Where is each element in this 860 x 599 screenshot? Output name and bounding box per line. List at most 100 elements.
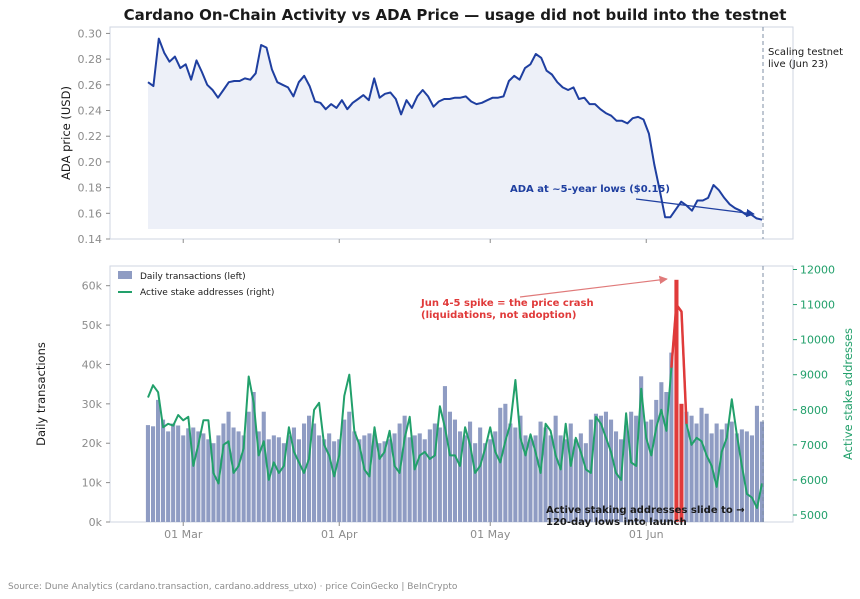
- transactions-bar: [684, 411, 689, 522]
- stake-y-tick-label: 11000: [800, 299, 835, 312]
- transactions-y-ticks: 60k 50k 40k 30k 20k 10k 0k: [82, 280, 110, 529]
- transactions-bar: [166, 431, 171, 522]
- transactions-bar: [739, 429, 744, 522]
- transactions-bar: [221, 423, 226, 522]
- transactions-bar: [176, 425, 181, 522]
- stake-y-tick-label: 10000: [800, 334, 835, 347]
- date-x-tick-label: 01 Mar: [164, 528, 203, 541]
- price-low-arrow: [635, 198, 755, 218]
- transactions-bar: [533, 435, 538, 522]
- transactions-y-tick-label: 60k: [82, 280, 103, 293]
- transactions-bar: [246, 411, 251, 522]
- transactions-bar: [191, 427, 196, 522]
- transactions-bar: [609, 419, 614, 522]
- transactions-bar: [347, 411, 352, 522]
- legend-label-line: Active stake addresses (right): [140, 288, 274, 298]
- transactions-bar: [473, 443, 478, 522]
- transactions-bar: [694, 423, 699, 522]
- transactions-bar: [342, 419, 347, 522]
- transactions-bar: [603, 411, 608, 522]
- transactions-bar: [151, 426, 156, 522]
- transactions-bar: [447, 411, 452, 522]
- transactions-bar: [478, 427, 483, 522]
- legend-swatch-bars: [118, 271, 132, 279]
- transactions-bar: [629, 411, 634, 522]
- price-y-tick-label: 0.28: [78, 53, 103, 66]
- testnet-note-line2: live (Jun 23): [768, 59, 828, 70]
- transactions-bar: [614, 431, 619, 522]
- activity-panel: 60k 50k 40k 30k 20k 10k 0k 12000 11000 10000 9000…: [34, 264, 855, 541]
- transactions-bar: [437, 427, 442, 522]
- transactions-bar: [744, 431, 749, 522]
- transactions-bar: [367, 433, 372, 522]
- transactions-bar: [201, 433, 206, 522]
- price-low-annotation: ADA at ~5-year lows ($0.15): [510, 184, 670, 195]
- transactions-bar: [362, 435, 367, 522]
- transactions-y-axis-label: Daily transactions: [34, 342, 48, 446]
- stake-y-tick-label: 6000: [800, 474, 828, 487]
- transactions-bar: [654, 399, 659, 522]
- transactions-bar: [231, 427, 236, 522]
- transactions-bar: [458, 431, 463, 522]
- transactions-bar: [171, 423, 176, 522]
- transactions-bar: [689, 415, 694, 522]
- date-x-tick-label: 01 Jun: [629, 528, 664, 541]
- transactions-bar: [624, 425, 629, 522]
- stake-series-highlight: [670, 303, 688, 424]
- transactions-bar: [523, 435, 528, 522]
- stake-y-ticks: 12000 11000 10000 9000 8000 7000 6000 5000: [793, 264, 835, 522]
- transactions-bar: [553, 415, 558, 522]
- stake-series-line: [147, 303, 763, 509]
- transactions-bar: [714, 423, 719, 522]
- transactions-bar: [312, 423, 317, 522]
- transactions-bar: [251, 392, 256, 522]
- transactions-bar: [407, 437, 412, 522]
- spike-annotation-line2: (liquidations, not adoption): [421, 310, 576, 321]
- transactions-bar: [276, 437, 281, 522]
- transactions-bar: [161, 419, 166, 522]
- transactions-bar: [649, 419, 654, 522]
- source-note: Source: Dune Analytics (cardano.transact…: [8, 582, 458, 592]
- transactions-bar: [639, 376, 644, 522]
- transactions-bar: [432, 423, 437, 522]
- legend-label-bars: Daily transactions (left): [140, 272, 246, 282]
- transactions-bar: [709, 433, 714, 522]
- transactions-bar: [317, 435, 322, 522]
- transactions-bar: [488, 439, 493, 522]
- transactions-bar: [377, 443, 382, 522]
- transactions-bar: [644, 421, 649, 522]
- transactions-bar: [754, 405, 759, 522]
- transactions-bar: [286, 435, 291, 522]
- spike-annotation-line1: Jun 4-5 spike = the price crash: [420, 298, 594, 309]
- transactions-bar: [563, 439, 568, 522]
- price-x-tick-marks: [182, 239, 647, 243]
- transactions-bar: [352, 431, 357, 522]
- chart-title: Cardano On-Chain Activity vs ADA Price —…: [124, 6, 787, 24]
- price-series-line: [147, 37, 763, 221]
- transactions-bar: [598, 415, 603, 522]
- date-x-ticks: 01 Mar 01 Apr 01 May 01 Jun: [164, 522, 664, 541]
- transactions-bar: [583, 443, 588, 522]
- date-x-tick-label: 01 Apr: [321, 528, 358, 541]
- transactions-bar: [442, 386, 447, 522]
- price-y-tick-label: 0.16: [78, 207, 103, 220]
- transactions-bar: [337, 439, 342, 522]
- transactions-y-tick-label: 0k: [89, 516, 103, 529]
- transactions-bar: [186, 428, 191, 522]
- transactions-bar: [291, 427, 296, 522]
- transactions-bar-highlight: [679, 403, 684, 522]
- transactions-bar: [724, 423, 729, 522]
- transactions-bars: [145, 279, 764, 522]
- transactions-bar: [196, 431, 201, 522]
- transactions-y-tick-label: 40k: [82, 358, 103, 371]
- transactions-bar: [463, 435, 468, 522]
- transactions-bar-highlight: [674, 279, 679, 522]
- transactions-bar: [543, 427, 548, 522]
- transactions-bar: [749, 435, 754, 522]
- transactions-bar: [392, 433, 397, 522]
- price-y-tick-label: 0.22: [78, 130, 103, 143]
- price-y-axis-label: ADA price (USD): [59, 86, 73, 180]
- testnet-note-line1: Scaling testnet: [768, 47, 843, 58]
- transactions-bar: [402, 415, 407, 522]
